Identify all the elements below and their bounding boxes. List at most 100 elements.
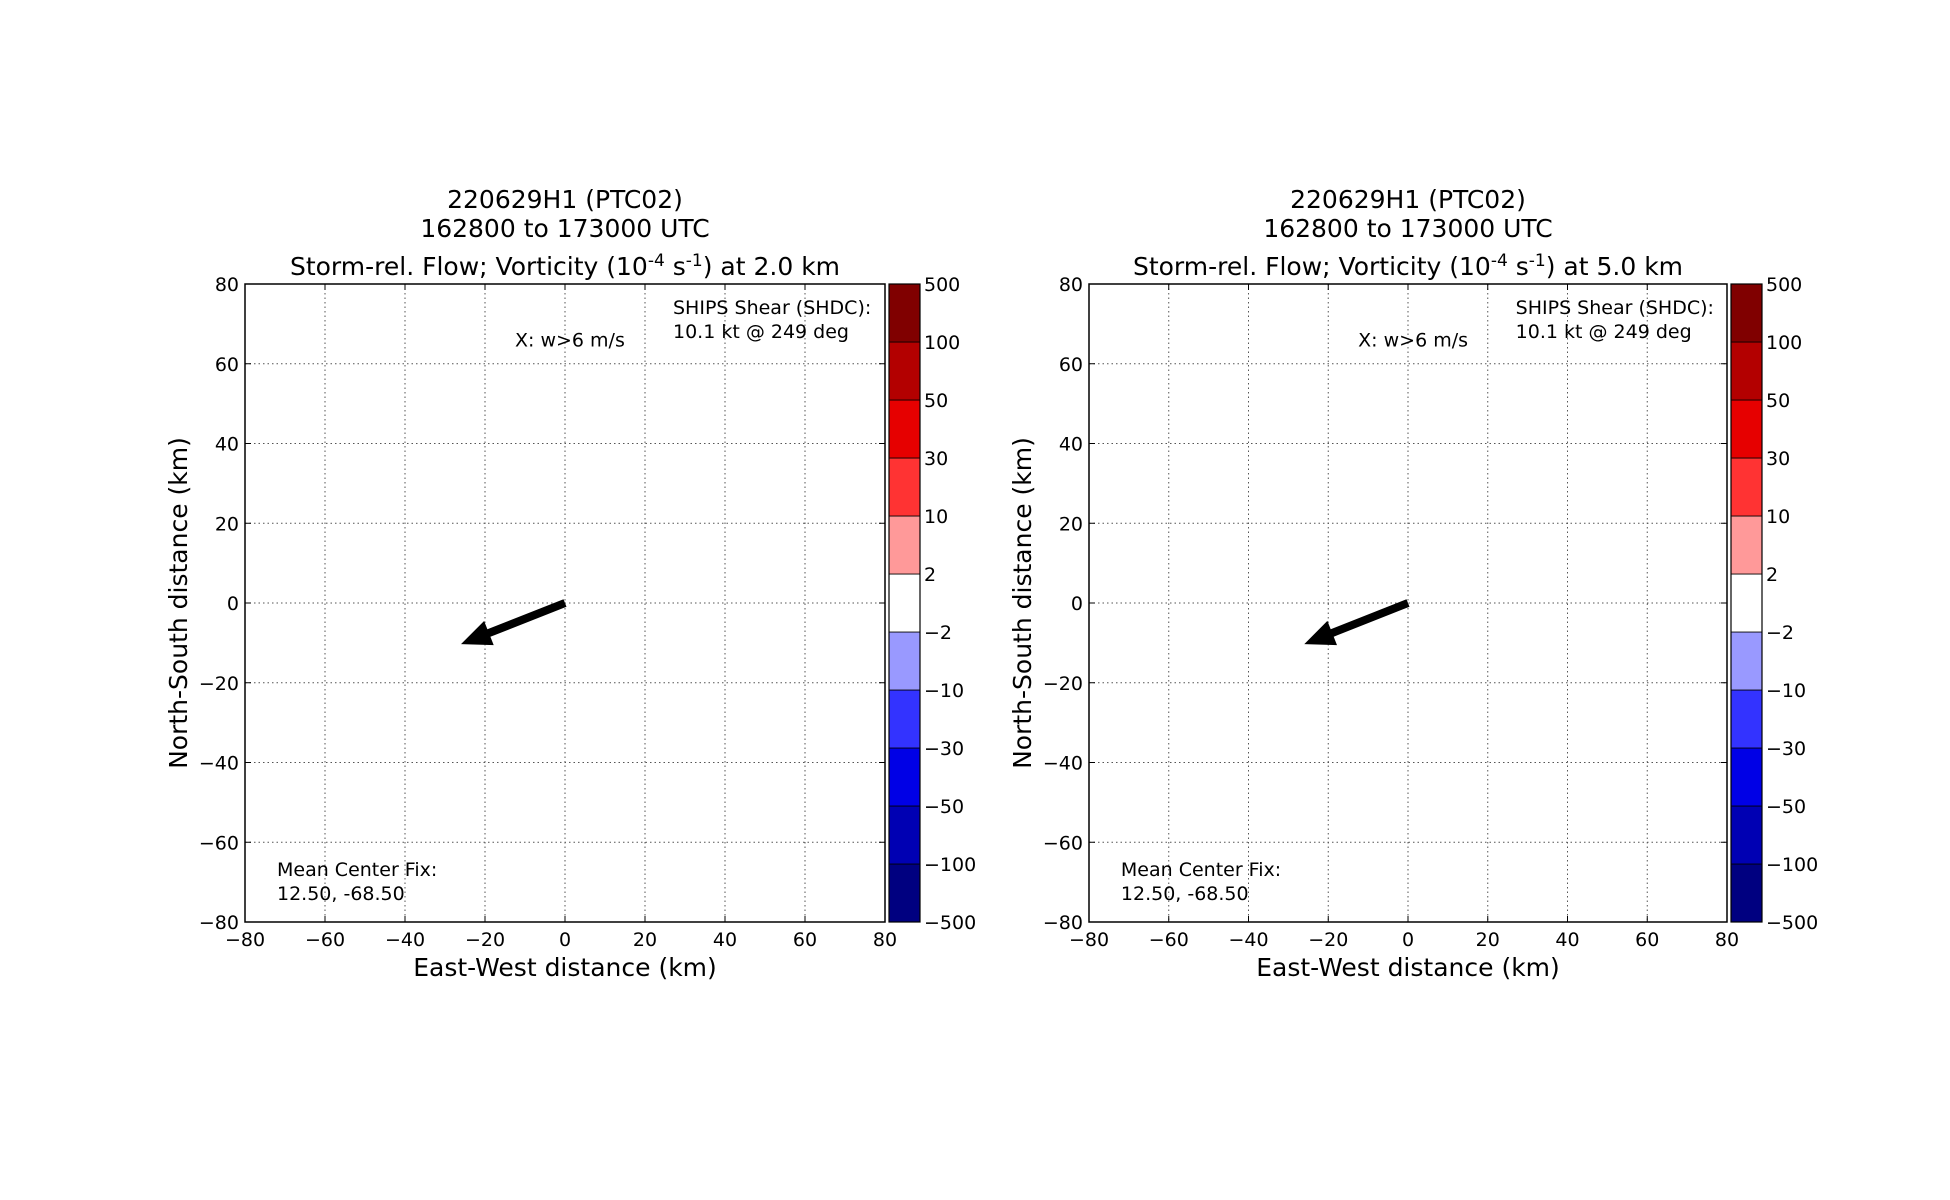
title-part-title-end: ) at 2.0 km — [703, 252, 840, 281]
y-tick-label: −60 — [199, 832, 239, 854]
y-tick-label: −20 — [199, 673, 239, 695]
y-tick-label: −40 — [199, 753, 239, 775]
colorbar-tick-label: 100 — [924, 332, 960, 354]
center-fix-line-2: 12.50, -68.50 — [1121, 883, 1249, 905]
colorbar-segment — [888, 631, 921, 691]
x-tick-label: −80 — [1069, 929, 1109, 951]
y-tick-label: 60 — [1059, 354, 1083, 376]
title-part-title-main: Storm-rel. Flow; Vorticity (10 — [290, 252, 648, 281]
shear-vector-arrow — [1304, 599, 1410, 646]
marker-note: X: w>6 m/s — [515, 330, 625, 352]
title-part-title-sup2: -1 — [686, 251, 703, 271]
colorbar-segment — [1730, 341, 1763, 401]
colorbar-tick-label: 50 — [1766, 390, 1790, 412]
colorbar-tick-label: 2 — [924, 564, 936, 586]
y-tick-label: 0 — [1071, 593, 1083, 615]
y-tick-label: 20 — [1059, 513, 1083, 535]
x-tick-label: 0 — [559, 929, 571, 951]
shear-label-line-2: 10.1 kt @ 249 deg — [673, 321, 849, 343]
x-tick-label: −80 — [225, 929, 265, 951]
y-axis-label: North-South distance (km) — [1008, 437, 1037, 769]
y-tick-label: −80 — [199, 912, 239, 934]
colorbar-tick-label: 100 — [1766, 332, 1802, 354]
chart-title-line-1: 220629H1 (PTC02) — [447, 185, 683, 214]
colorbar-tick-label: 30 — [924, 448, 948, 470]
x-tick-label: −20 — [465, 929, 505, 951]
chart-title-line-3: Storm-rel. Flow; Vorticity (10-4 s-1) at… — [290, 251, 840, 281]
x-tick-label: −20 — [1308, 929, 1348, 951]
colorbar-tick-label: −50 — [924, 796, 964, 818]
x-tick-label: −40 — [385, 929, 425, 951]
x-tick-label: 40 — [1555, 929, 1579, 951]
colorbar-tick-label: 500 — [1766, 274, 1802, 296]
y-tick-label: −40 — [1043, 753, 1083, 775]
colorbar-segment — [888, 747, 921, 807]
colorbar-tick-label: 2 — [1766, 564, 1778, 586]
chart-title-line-3: Storm-rel. Flow; Vorticity (10-4 s-1) at… — [1133, 251, 1683, 281]
colorbar-tick-label: −10 — [924, 680, 964, 702]
colorbar-tick-label: −10 — [1766, 680, 1806, 702]
center-fix-line-1: Mean Center Fix: — [277, 859, 437, 881]
colorbar-segment — [1730, 631, 1763, 691]
colorbar-tick-label: 30 — [1766, 448, 1790, 470]
y-tick-label: 80 — [215, 274, 239, 296]
colorbar-segment — [1730, 747, 1763, 807]
chart-title-line-2: 162800 to 173000 UTC — [420, 214, 709, 243]
y-axis-label: North-South distance (km) — [164, 437, 193, 769]
title-part-title-mid: s — [665, 252, 686, 281]
colorbar-segment — [1730, 805, 1763, 865]
colorbar-segment — [888, 457, 921, 517]
colorbar-segment — [1730, 863, 1763, 923]
colorbar-tick-label: −100 — [924, 854, 976, 876]
x-tick-label: 0 — [1402, 929, 1414, 951]
y-tick-label: −20 — [1043, 673, 1083, 695]
colorbar-segment — [888, 283, 921, 343]
chart-title-line-1: 220629H1 (PTC02) — [1290, 185, 1526, 214]
y-tick-label: 80 — [1059, 274, 1083, 296]
x-tick-label: 40 — [713, 929, 737, 951]
colorbar-tick-label: −2 — [1766, 622, 1794, 644]
x-axis-label: East-West distance (km) — [1256, 953, 1560, 982]
y-tick-label: 0 — [227, 593, 239, 615]
x-tick-label: 60 — [793, 929, 817, 951]
colorbar-tick-label: 500 — [924, 274, 960, 296]
colorbar-tick-label: −100 — [1766, 854, 1818, 876]
y-tick-label: 60 — [215, 354, 239, 376]
x-tick-label: 60 — [1635, 929, 1659, 951]
colorbar-tick-label: −500 — [1766, 912, 1818, 934]
colorbar-segment — [888, 689, 921, 749]
x-axis-label: East-West distance (km) — [413, 953, 717, 982]
marker-note: X: w>6 m/s — [1358, 330, 1468, 352]
x-tick-label: −60 — [305, 929, 345, 951]
title-part-title-sup2: -1 — [1529, 251, 1546, 271]
colorbar-tick-label: −50 — [1766, 796, 1806, 818]
y-tick-label: −80 — [1043, 912, 1083, 934]
title-part-title-sup1: -4 — [1491, 251, 1508, 271]
x-tick-label: 20 — [1476, 929, 1500, 951]
colorbar-segment — [888, 399, 921, 459]
colorbar-segment — [888, 515, 921, 575]
colorbar-tick-label: 10 — [1766, 506, 1790, 528]
colorbar-tick-label: 10 — [924, 506, 948, 528]
x-tick-label: 80 — [1715, 929, 1739, 951]
colorbar-tick-label: −30 — [1766, 738, 1806, 760]
x-tick-label: −60 — [1149, 929, 1189, 951]
center-fix-line-2: 12.50, -68.50 — [277, 883, 405, 905]
colorbar-segment — [1730, 689, 1763, 749]
shear-label-line-2: 10.1 kt @ 249 deg — [1516, 321, 1692, 343]
colorbar-segment — [1730, 399, 1763, 459]
x-tick-label: −40 — [1228, 929, 1268, 951]
title-part-title-end: ) at 5.0 km — [1546, 252, 1683, 281]
shear-vector-arrow — [461, 599, 567, 646]
shear-label-line-1: SHIPS Shear (SHDC): — [673, 297, 871, 319]
center-fix-line-1: Mean Center Fix: — [1121, 859, 1281, 881]
y-tick-label: 20 — [215, 513, 239, 535]
y-tick-label: 40 — [1059, 434, 1083, 456]
shear-label-line-1: SHIPS Shear (SHDC): — [1516, 297, 1714, 319]
colorbar-segment — [1730, 283, 1763, 343]
colorbar-segment — [888, 863, 921, 923]
chart-title-line-2: 162800 to 173000 UTC — [1263, 214, 1552, 243]
colorbar-segment — [1730, 515, 1763, 575]
x-tick-label: 20 — [633, 929, 657, 951]
colorbar-tick-label: −500 — [924, 912, 976, 934]
